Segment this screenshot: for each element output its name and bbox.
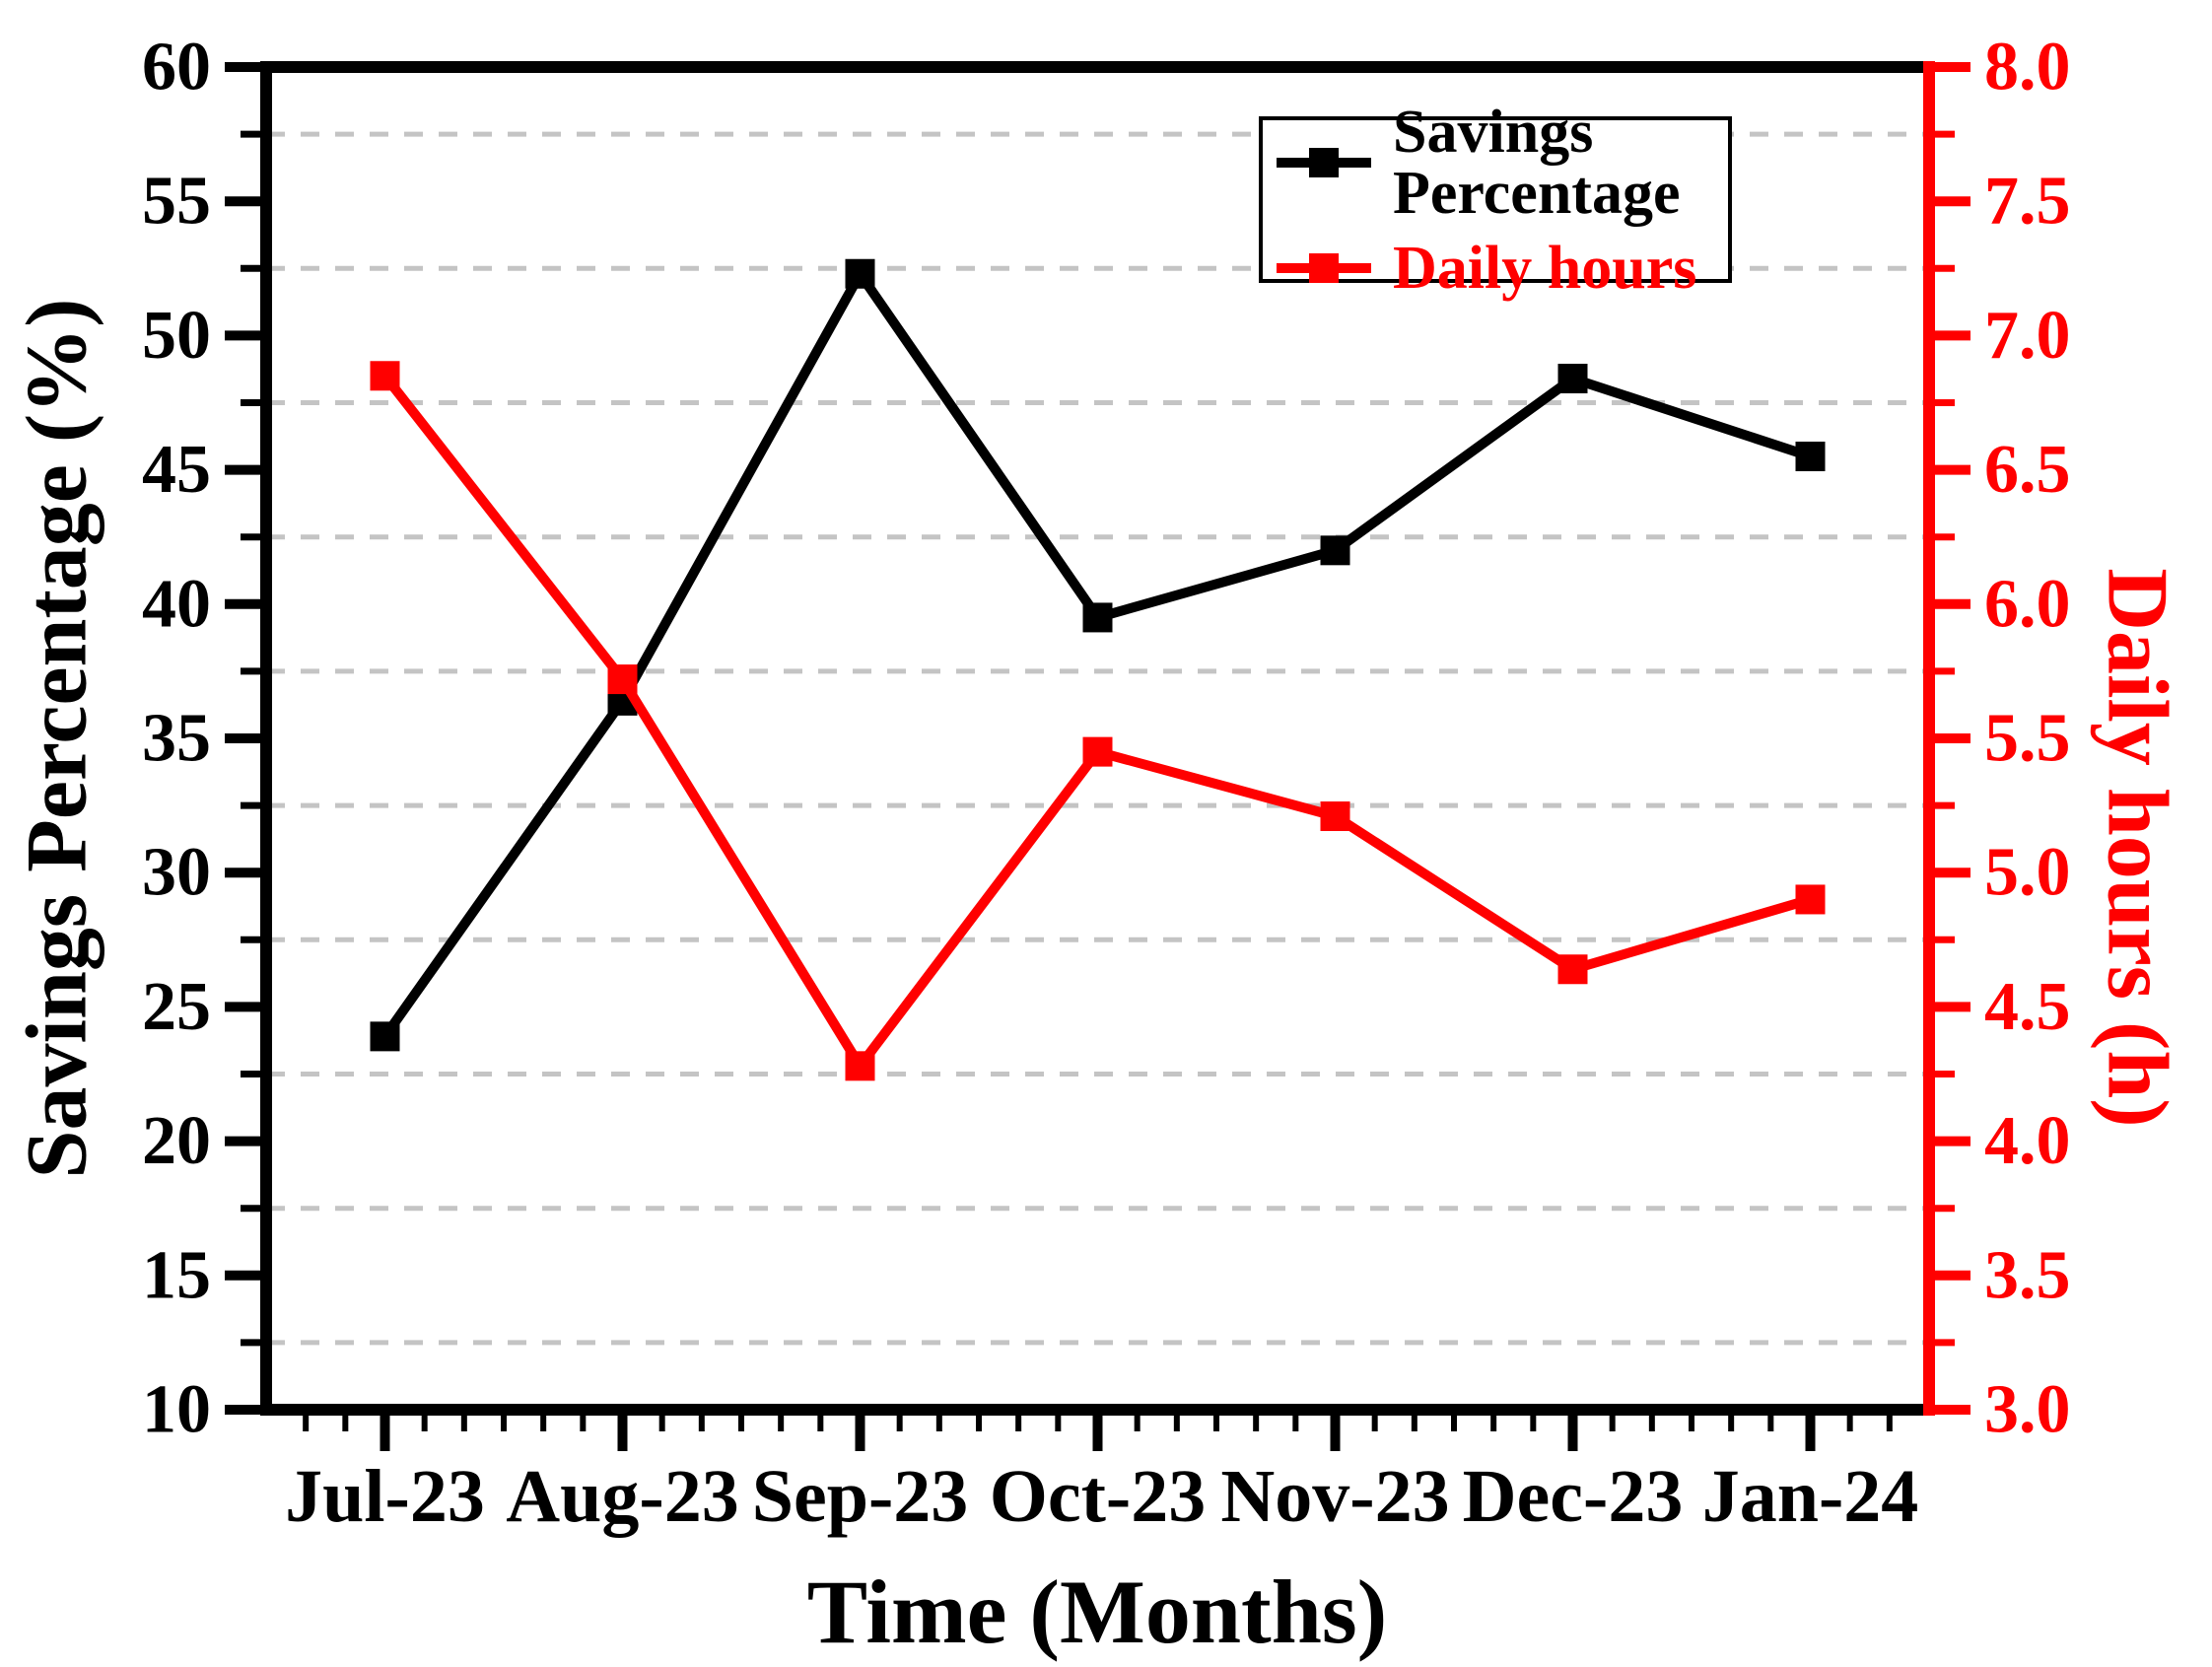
data-point-marker-left <box>845 258 875 289</box>
data-point-marker-right <box>845 1051 875 1081</box>
data-point-marker-right <box>607 664 638 695</box>
x-axis-title: Time (Months) <box>806 1562 1388 1662</box>
left-tick-label: 15 <box>142 1237 211 1313</box>
left-tick-label: 35 <box>142 701 211 777</box>
legend-line-marker-red-icon <box>1277 252 1371 283</box>
legend: Savings Percentage Daily hours <box>1259 102 1732 299</box>
right-tick-label: 5.0 <box>1984 835 2071 911</box>
right-tick-label: 3.0 <box>1984 1372 2071 1448</box>
data-point-marker-right <box>1795 884 1826 915</box>
x-tick-label: Nov-23 <box>1220 1455 1449 1538</box>
data-point-marker-left <box>1795 441 1826 471</box>
data-point-marker-right <box>1320 800 1350 831</box>
data-point-marker-left <box>1082 602 1113 633</box>
x-tick-label: Aug-23 <box>506 1455 738 1538</box>
left-tick-label: 20 <box>142 1103 211 1179</box>
left-tick-label: 50 <box>142 298 211 374</box>
right-tick-label: 7.5 <box>1984 164 2071 240</box>
left-tick-label: 55 <box>142 164 211 240</box>
legend-label-savings-percentage: Savings Percentage <box>1393 98 1681 227</box>
right-axis-title: Daily hours (h) <box>2089 568 2185 1128</box>
data-point-marker-right <box>1557 954 1588 985</box>
data-point-marker-right <box>1082 736 1113 767</box>
series-line-right <box>380 371 1816 1072</box>
x-tick-label: Jul-23 <box>285 1455 485 1538</box>
left-tick-label: 30 <box>142 835 211 911</box>
right-tick-label: 6.0 <box>1984 566 2071 642</box>
legend-item-daily-hours: Daily hours <box>1277 238 1728 299</box>
right-tick-label: 7.0 <box>1984 298 2071 374</box>
legend-line-marker-black-icon <box>1277 147 1371 177</box>
left-tick-label: 45 <box>142 432 211 508</box>
right-tick-label: 5.5 <box>1984 701 2071 777</box>
right-tick-label: 4.0 <box>1984 1103 2071 1179</box>
legend-item-savings-percentage: Savings Percentage <box>1277 102 1728 224</box>
left-tick-label: 60 <box>142 30 211 105</box>
left-tick-label: 40 <box>142 566 211 642</box>
data-point-marker-left <box>1557 363 1588 393</box>
right-tick-label: 3.5 <box>1984 1237 2071 1313</box>
x-tick-label: Oct-23 <box>990 1455 1206 1538</box>
data-point-marker-left <box>370 1021 400 1052</box>
right-tick-label: 4.5 <box>1984 969 2071 1045</box>
data-point-marker-left <box>1320 535 1350 566</box>
left-tick-label: 10 <box>142 1372 211 1448</box>
x-tick-label: Sep-23 <box>752 1455 969 1538</box>
legend-label-daily-hours: Daily hours <box>1393 234 1697 302</box>
right-tick-label: 6.5 <box>1984 432 2071 508</box>
x-tick-label: Dec-23 <box>1463 1455 1684 1538</box>
data-point-marker-right <box>370 361 400 391</box>
right-tick-label: 8.0 <box>1984 30 2071 105</box>
left-axis-title: Savings Percentage (%) <box>9 298 105 1179</box>
left-tick-label: 25 <box>142 969 211 1045</box>
x-tick-label: Jan-24 <box>1702 1455 1919 1538</box>
